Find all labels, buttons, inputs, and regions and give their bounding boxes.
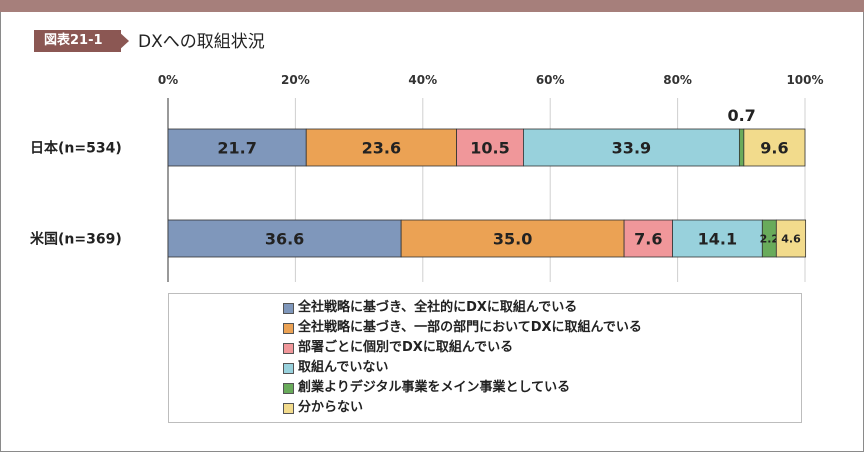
legend-list: 全社戦略に基づき、全社的にDXに取組んでいる全社戦略に基づき、一部の部門において… [283,298,642,418]
data-label: 4.6 [781,233,801,246]
bar-segment [456,128,524,167]
x-tick-label: 0% [158,73,178,87]
category-labels: 日本(n=534) 米国(n=369) [30,140,122,248]
legend-item: 分からない [283,398,642,418]
badge-arrow [117,30,129,52]
legend-label: 全社戦略に基づき、一部の部門においてDXに取組んでいる [298,320,642,335]
bar-segment [400,219,625,258]
x-tick-label: 60% [536,73,565,87]
category-label: 日本(n=534) [30,140,122,157]
legend-swatch [283,402,294,414]
legend-label: 全社戦略に基づき、全社的にDXに取組んでいる [298,300,578,315]
legend-label: 取組んでいない [298,360,389,375]
legend-swatch [283,342,294,354]
legend-item: 全社戦略に基づき、全社的にDXに取組んでいる [283,298,642,318]
legend-swatch [283,322,294,334]
x-tick-label: 80% [663,73,692,87]
legend-swatch [283,302,294,314]
bar-group: 36.6 35.0 7.6 14.1 2.2 4.6 [167,219,807,258]
legend-label: 創業よりデジタル事業をメイン事業としている [298,380,571,395]
chart-title: DXへの取組状況 [138,32,265,52]
bar-segment [167,219,402,258]
data-label: 7.6 [634,230,662,249]
data-label: 21.7 [217,139,256,158]
legend-label: 部署ごとに個別でDXに取組んでいる [298,340,514,355]
legend: 全社戦略に基づき、全社的にDXに取組んでいる全社戦略に基づき、一部の部門において… [168,293,802,423]
bar-segment [775,219,807,258]
bar-segment [743,128,806,167]
bar-segment [305,128,457,167]
figure-number-badge: 図表21-1 [34,30,121,52]
legend-item: 取組んでいない [283,358,642,378]
data-label: 35.0 [493,230,532,249]
data-label: 0.7 [727,106,755,125]
data-label: 2.2 [760,233,780,246]
x-tick-label: 40% [408,73,437,87]
x-tick-label: 20% [281,73,310,87]
data-label: 23.6 [362,139,401,158]
data-label: 14.1 [698,230,737,249]
legend-item: 全社戦略に基づき、一部の部門においてDXに取組んでいる [283,318,642,338]
data-label: 10.5 [470,139,509,158]
x-tick-labels: 0% 20% 40% 60% 80% 100% [158,73,824,87]
bar-segment [523,128,740,167]
category-label: 米国(n=369) [30,231,122,248]
bar-groups: 21.7 23.6 10.5 33.9 0.7 9.6 36.6 35.0 7.6 14.1 2.2… [167,106,807,258]
bar-segment [672,219,763,258]
bar-segment [623,219,673,258]
data-label: 33.9 [612,139,651,158]
legend-item: 部署ごとに個別でDXに取組んでいる [283,338,642,358]
x-tick-label: 100% [786,73,823,87]
legend-swatch [283,382,294,394]
bar-group: 21.7 23.6 10.5 33.9 0.7 9.6 [167,106,806,167]
bar-segment [167,128,307,167]
data-label: 36.6 [265,230,304,249]
legend-label: 分からない [298,400,364,415]
data-label: 9.6 [760,139,788,158]
legend-item: 創業よりデジタル事業をメイン事業としている [283,378,642,398]
bar-segment [738,128,745,167]
legend-swatch [283,362,294,374]
top-accent-bar [0,0,864,12]
stacked-bar-chart: 0% 20% 40% 60% 80% 100% 21.7 23.6 10.5 33.9 0.7 9.… [30,73,824,282]
